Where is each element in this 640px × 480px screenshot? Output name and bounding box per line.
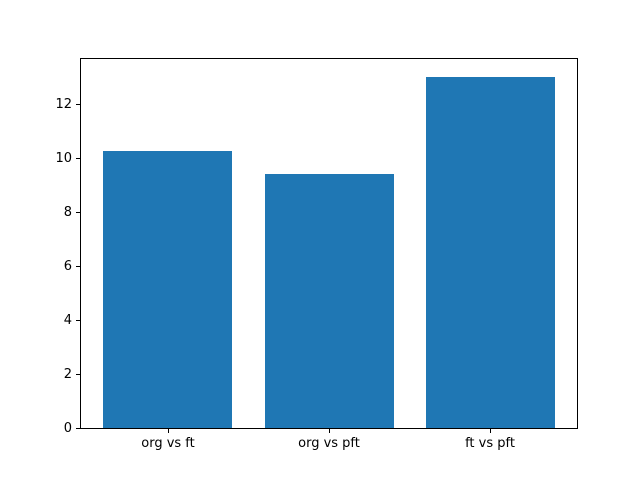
bar-ft-vs-pft xyxy=(426,77,555,428)
y-tick-mark xyxy=(76,320,80,321)
x-tick-mark xyxy=(490,429,491,433)
y-tick-label: 4 xyxy=(63,313,72,328)
y-tick-mark xyxy=(76,374,80,375)
bar-org-vs-ft xyxy=(103,151,232,428)
y-tick-label: 6 xyxy=(63,259,72,274)
y-tick-label: 0 xyxy=(63,421,72,436)
y-tick-label: 2 xyxy=(63,367,72,382)
y-tick-mark xyxy=(76,158,80,159)
y-tick-label: 10 xyxy=(55,151,72,166)
y-tick-mark xyxy=(76,212,80,213)
x-tick-mark xyxy=(329,429,330,433)
plot-area xyxy=(80,58,578,429)
x-tick-label: org vs ft xyxy=(141,436,195,451)
x-tick-mark xyxy=(168,429,169,433)
x-tick-label: ft vs pft xyxy=(465,436,515,451)
y-tick-label: 12 xyxy=(55,97,72,112)
y-tick-mark xyxy=(76,428,80,429)
y-tick-label: 8 xyxy=(63,205,72,220)
bar-org-vs-pft xyxy=(265,174,394,428)
x-tick-label: org vs pft xyxy=(298,436,360,451)
y-tick-mark xyxy=(76,266,80,267)
y-tick-mark xyxy=(76,104,80,105)
